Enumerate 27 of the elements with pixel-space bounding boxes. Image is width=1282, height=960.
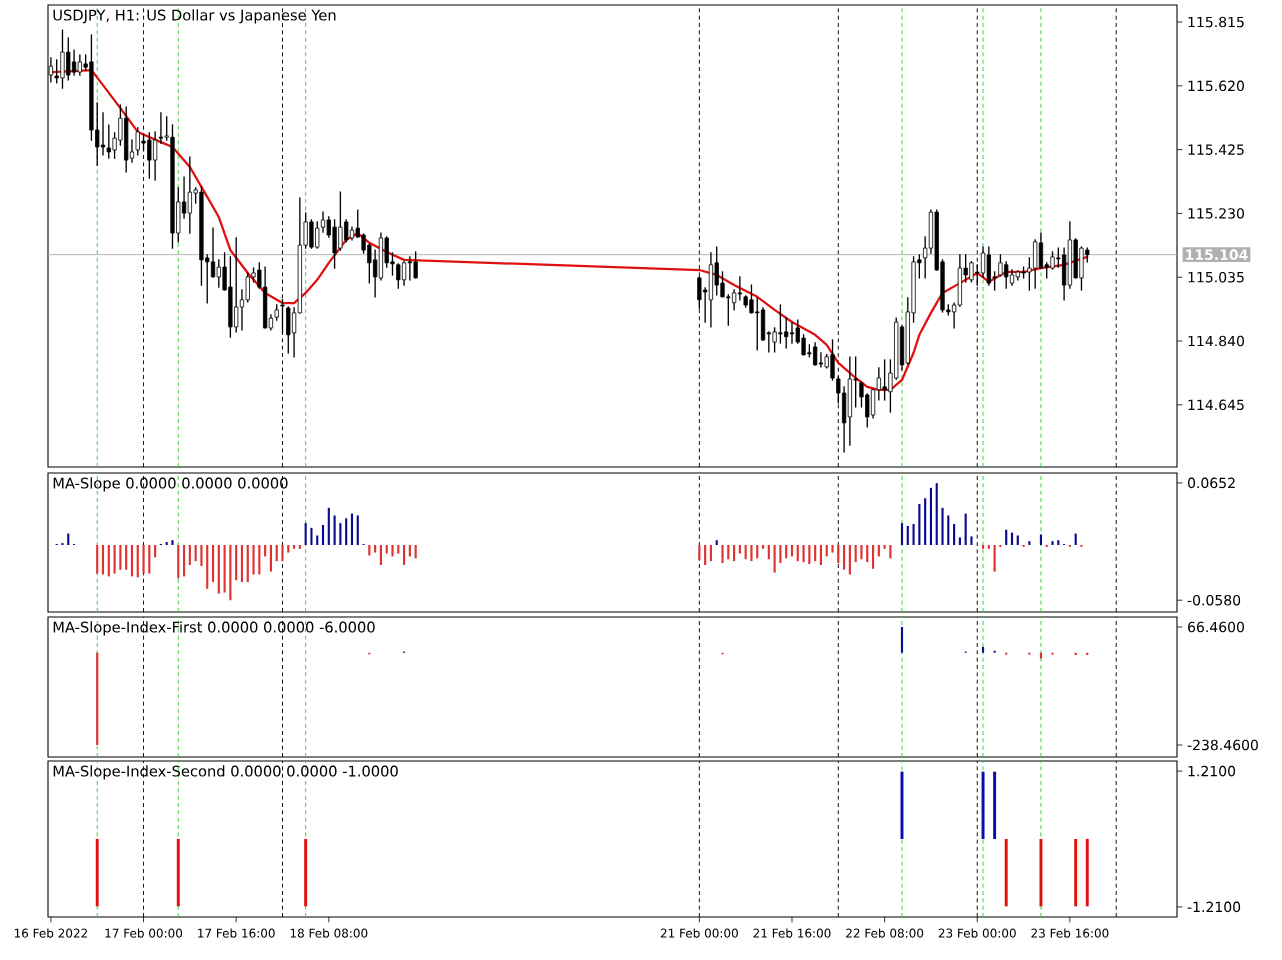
y-tick-label: 115.230: [1188, 208, 1244, 219]
y-tick-label: 0.0652: [1187, 477, 1235, 489]
x-tick-label: 17 Feb 16:00: [198, 928, 275, 938]
x-tick-label: 18 Feb 08:00: [290, 928, 368, 938]
ref-line-label: 115.104: [1186, 249, 1248, 260]
y-tick-label: 115.035: [1188, 271, 1244, 283]
y-tick-label: -1.2100: [1187, 901, 1241, 913]
y-tick-label: -0.0580: [1187, 594, 1241, 606]
x-tick-label: 17 Feb 00:00: [105, 928, 183, 938]
chart-title: MA-Slope-Index-First 0.0000 0.0000 -6.0000: [53, 621, 375, 636]
chart-title: MA-Slope-Index-Second 0.0000 0.0000 -1.0000: [53, 765, 398, 780]
y-tick-label: 115.815: [1188, 16, 1244, 28]
chart-title: USDJPY, H1: US Dollar vs Japanese Yen: [53, 9, 336, 24]
y-tick-label: 114.645: [1188, 399, 1244, 411]
x-tick-label: 21 Feb 16:00: [753, 928, 831, 938]
y-tick-label: 115.425: [1188, 144, 1244, 155]
y-tick-label: 115.620: [1188, 80, 1244, 92]
x-tick-label: 22 Feb 08:00: [846, 928, 924, 938]
x-tick-label: 23 Feb 00:00: [938, 928, 1016, 938]
y-tick-label: 66.4600: [1188, 621, 1244, 633]
y-tick-label: 114.840: [1188, 335, 1244, 347]
y-tick-label: -238.4600: [1187, 739, 1258, 751]
y-tick-label: 1.2100: [1188, 765, 1236, 777]
x-tick-label: 21 Feb 00:00: [660, 928, 738, 938]
chart-title: MA-Slope 0.0000 0.0000 0.0000: [53, 477, 288, 492]
x-tick-label: 16 Feb 2022: [14, 928, 88, 938]
x-tick-label: 23 Feb 16:00: [1031, 928, 1109, 938]
